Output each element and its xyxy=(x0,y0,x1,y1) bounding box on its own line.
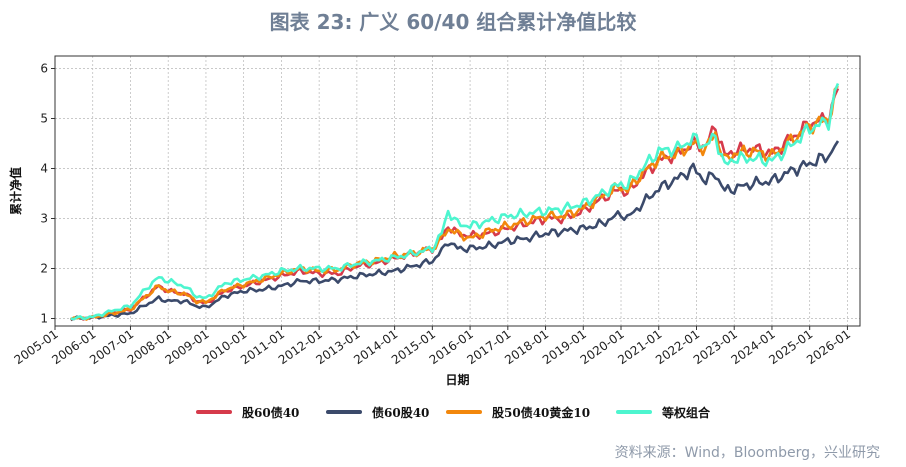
legend-item-series-2: 债60股40 xyxy=(326,400,429,424)
y-tick-label: 6 xyxy=(40,62,48,76)
series-layer xyxy=(70,82,840,322)
legend-item-series-3: 股50债40黄金10 xyxy=(446,400,590,424)
series-line-4 xyxy=(70,82,840,321)
y-tick-label: 5 xyxy=(40,112,48,126)
x-axis: 2005-012006-012007-012008-012009-012010-… xyxy=(12,326,853,367)
legend-label-series-3: 股50债40黄金10 xyxy=(492,405,591,420)
y-tick-label: 1 xyxy=(40,312,48,326)
y-tick-label: 3 xyxy=(40,212,48,226)
y-tick-label: 2 xyxy=(40,262,48,276)
plot-frame xyxy=(54,55,861,327)
legend-swatch-series-4 xyxy=(616,410,652,414)
legend-item-series-4: 等权组合 xyxy=(616,400,710,424)
grid xyxy=(54,56,860,326)
source-note: 资料来源：Wind，Bloomberg，兴业研究 xyxy=(614,445,880,461)
series-line-2 xyxy=(70,140,840,322)
legend-label-series-2: 债60股40 xyxy=(372,405,430,420)
y-axis: 1 2 3 4 5 6 xyxy=(40,62,55,326)
line-chart: 1 2 3 4 5 6 2005-012006-012007-012008-012009-… xyxy=(8,55,861,387)
chart-title: 图表 23: 广义 60/40 组合累计净值比较 xyxy=(269,10,637,34)
legend-label-series-4: 等权组合 xyxy=(662,405,711,420)
series-line-1 xyxy=(70,87,840,321)
legend-label-series-1: 股60债40 xyxy=(242,405,300,420)
x-axis-label: 日期 xyxy=(445,372,469,387)
legend-swatch-series-3 xyxy=(446,410,482,414)
y-tick-label: 4 xyxy=(40,162,48,176)
legend: 股60债40 债60股40 股50债40黄金10 等权组合 xyxy=(0,400,906,424)
legend-item-series-1: 股60债40 xyxy=(196,400,299,424)
legend-swatch-series-1 xyxy=(196,410,232,414)
legend-swatch-series-2 xyxy=(326,410,362,414)
y-axis-label: 累计净值 xyxy=(8,167,23,215)
series-line-3 xyxy=(70,85,839,321)
